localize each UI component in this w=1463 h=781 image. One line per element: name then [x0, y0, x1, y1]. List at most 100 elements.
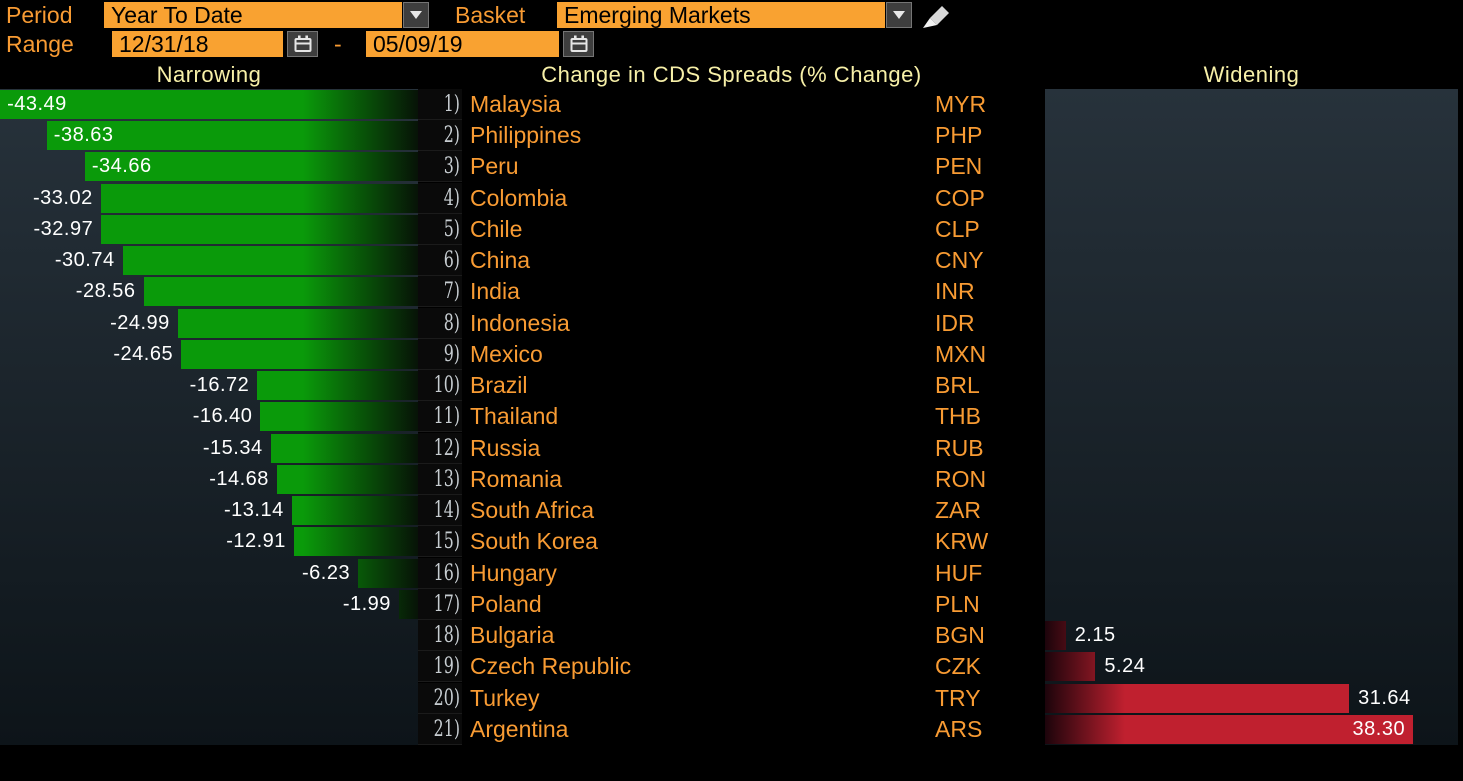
value-label: 38.30 [1352, 718, 1406, 740]
value-label: 2.15 [1074, 624, 1116, 646]
country-label: Turkey [470, 685, 540, 711]
rank-strip [418, 276, 462, 307]
row-rank: 3) [443, 154, 460, 179]
chevron-down-icon [410, 11, 422, 19]
country-list: 1) Malaysia MYR 2) Philippines PHP 3) Peru PEN 4)… [418, 89, 1045, 745]
country-row[interactable]: 9) Mexico MXN [418, 339, 1045, 370]
rank-strip [418, 683, 462, 714]
country-label: China [470, 247, 531, 273]
value-bar [358, 559, 418, 588]
calendar-icon [570, 35, 587, 52]
row-rank: 14) [433, 498, 460, 523]
widening-header: Widening [1203, 62, 1300, 87]
basket-dropdown[interactable]: Emerging Markets [557, 2, 885, 28]
currency-label: RON [935, 466, 987, 492]
period-dropdown-button[interactable] [403, 2, 429, 28]
range-end-calendar-button[interactable] [563, 31, 594, 57]
row-rank: 10) [433, 373, 460, 398]
country-row[interactable]: 21) Argentina ARS [418, 714, 1045, 745]
value-label: -15.34 [202, 437, 263, 459]
currency-label: BGN [935, 622, 985, 648]
row-rank: 9) [443, 342, 460, 367]
value-label: -43.49 [7, 93, 67, 115]
range-start-input[interactable] [112, 31, 283, 57]
currency-label: RUB [935, 435, 984, 461]
rank-strip [418, 526, 462, 557]
country-row[interactable]: 14) South Africa ZAR [418, 495, 1045, 526]
currency-label: THB [935, 403, 981, 429]
country-row[interactable]: 20) Turkey TRY [418, 683, 1045, 714]
period-dropdown[interactable]: Year To Date [104, 2, 402, 28]
country-label: Hungary [470, 560, 557, 586]
country-label: Colombia [470, 185, 568, 211]
currency-label: IDR [935, 310, 975, 336]
calendar-icon [294, 35, 311, 52]
rank-strip [418, 401, 462, 432]
row-rank: 4) [443, 186, 460, 211]
row-rank: 21) [433, 717, 460, 742]
rank-strip [418, 214, 462, 245]
country-row[interactable]: 4) Colombia COP [418, 183, 1045, 214]
country-row[interactable]: 11) Thailand THB [418, 401, 1045, 432]
value-bar [398, 590, 418, 619]
country-label: Bulgaria [470, 622, 555, 648]
currency-label: CNY [935, 247, 984, 273]
currency-label: ARS [935, 716, 983, 742]
value-label: 5.24 [1104, 655, 1146, 677]
value-bar [177, 309, 418, 338]
rank-strip [418, 464, 462, 495]
country-row[interactable]: 16) Hungary HUF [418, 558, 1045, 589]
country-row[interactable]: 3) Peru PEN [418, 151, 1045, 182]
country-row[interactable]: 8) Indonesia IDR [418, 308, 1045, 339]
country-label: Mexico [470, 341, 543, 367]
value-label: -14.68 [209, 468, 269, 490]
value-label: -30.74 [54, 249, 115, 271]
rank-strip [418, 120, 462, 151]
value-bar [270, 434, 418, 463]
value-bar [122, 246, 418, 275]
country-row[interactable]: 7) India INR [418, 276, 1045, 307]
value-bar [46, 121, 418, 150]
currency-label: PHP [935, 122, 983, 148]
country-row[interactable]: 19) Czech Republic CZK [418, 651, 1045, 682]
country-label: Indonesia [470, 310, 570, 336]
country-label: South Korea [470, 528, 598, 554]
rank-strip [418, 589, 462, 620]
country-label: Philippines [470, 122, 582, 148]
row-rank: 19) [433, 654, 460, 679]
currency-label: CZK [935, 653, 981, 679]
value-label: -13.14 [223, 499, 284, 521]
country-row[interactable]: 13) Romania RON [418, 464, 1045, 495]
range-end-input[interactable] [366, 31, 559, 57]
value-bar [293, 527, 418, 556]
country-row[interactable]: 15) South Korea KRW [418, 526, 1045, 557]
country-row[interactable]: 12) Russia RUB [418, 433, 1045, 464]
rank-strip [418, 495, 462, 526]
rank-strip [418, 339, 462, 370]
country-row[interactable]: 10) Brazil BRL [418, 370, 1045, 401]
country-row[interactable]: 6) China CNY [418, 245, 1045, 276]
rank-strip [418, 714, 462, 745]
rank-strip [418, 151, 462, 182]
country-row[interactable]: 1) Malaysia MYR [418, 89, 1045, 120]
pencil-icon[interactable] [920, 1, 953, 34]
country-row[interactable]: 5) Chile CLP [418, 214, 1045, 245]
row-rank: 20) [433, 686, 460, 711]
value-bar [1045, 621, 1066, 650]
value-label: -16.72 [189, 374, 250, 396]
row-rank: 7) [443, 279, 460, 304]
country-row[interactable]: 18) Bulgaria BGN [418, 620, 1045, 651]
country-row[interactable]: 2) Philippines PHP [418, 120, 1045, 151]
range-label: Range [6, 31, 74, 57]
country-row[interactable]: 17) Poland PLN [418, 589, 1045, 620]
country-label: Romania [470, 466, 563, 492]
range-separator: - [334, 31, 342, 57]
range-start-calendar-button[interactable] [287, 31, 318, 57]
basket-label: Basket [455, 2, 526, 28]
country-label: Brazil [470, 372, 528, 398]
country-label: Argentina [470, 716, 569, 742]
basket-dropdown-button[interactable] [886, 2, 912, 28]
country-label: India [470, 278, 520, 304]
row-rank: 16) [433, 561, 460, 586]
